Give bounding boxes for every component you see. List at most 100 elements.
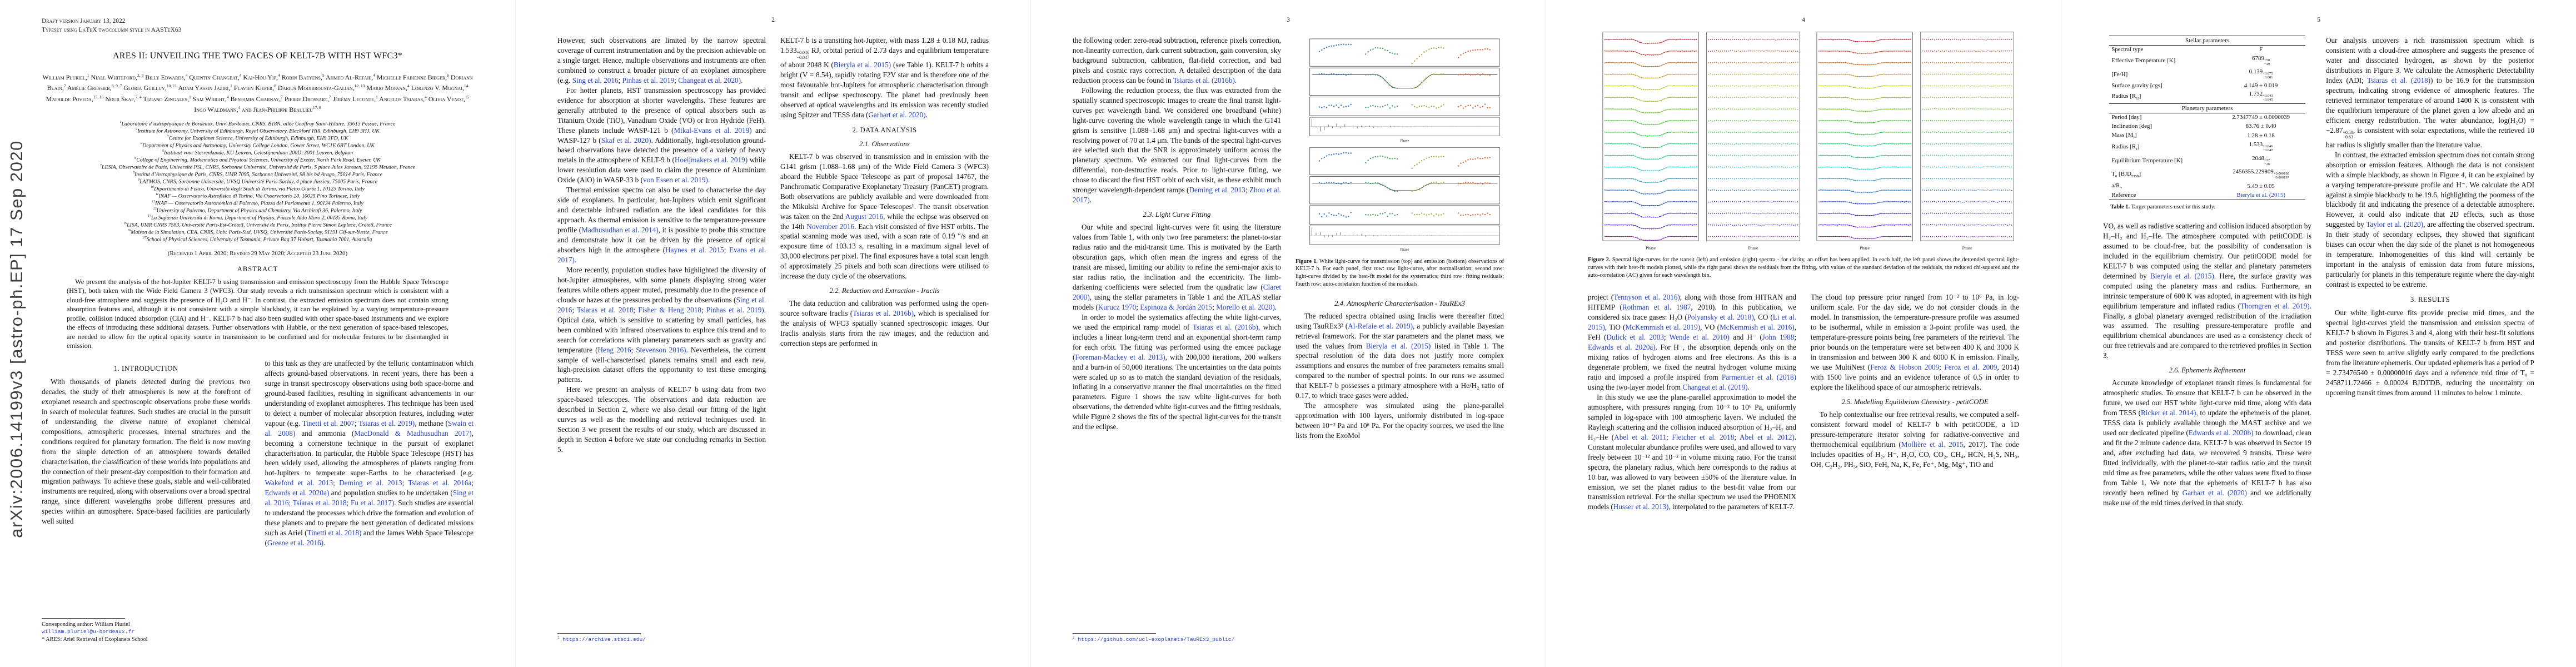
citation[interactable]: Pinhas et al. 2019 bbox=[622, 76, 675, 84]
footnote-url-link[interactable]: 1 https://archive.stsci.edu/ bbox=[557, 635, 646, 643]
paragraph: the following order: zero-read subtracti… bbox=[1073, 36, 1281, 84]
citation[interactable]: Tsiaras et al. (2016b) bbox=[1173, 76, 1235, 84]
citation[interactable]: MacDonald & Madhusudhan 2017) bbox=[354, 429, 472, 437]
citation[interactable]: Garhart et al. 2020) bbox=[868, 110, 926, 119]
citation[interactable]: Heng 2016 bbox=[597, 345, 631, 354]
citation[interactable]: Morello et al. 2020) bbox=[1216, 302, 1275, 311]
citation[interactable]: Edwards et al. 2020a) bbox=[1588, 343, 1656, 352]
citation[interactable]: Feroz & Hobson 2009 bbox=[1870, 363, 1940, 372]
citation[interactable]: August 2016 bbox=[845, 212, 884, 221]
citation[interactable]: Tsiaras et al. 2016a bbox=[408, 479, 472, 487]
page-number: 2 bbox=[771, 17, 775, 23]
body-text: Our analysis uncovers a rich transmissio… bbox=[2326, 36, 2534, 398]
affiliation-line: 17School of Physical Sciences, Universit… bbox=[143, 236, 372, 243]
footnote-url-link[interactable]: 2 https://github.com/ucl-exoplanets/TauR… bbox=[1073, 635, 1235, 643]
abstract-text: We present the analysis of the hot-Jupit… bbox=[67, 277, 449, 350]
citation[interactable]: John 1988 bbox=[1762, 333, 1795, 342]
citation[interactable]: Ricker et al. 2014) bbox=[2141, 409, 2196, 417]
citation[interactable]: Feroz et al. 2009 bbox=[1944, 363, 1997, 372]
corresponding-email-link[interactable]: william.pluriel@u-bordeaux.fr bbox=[42, 629, 134, 635]
citation[interactable]: Polyansky et al. 2018) bbox=[1687, 313, 1754, 322]
citation[interactable]: Edwards et al. 2020b) bbox=[2188, 429, 2254, 437]
citation[interactable]: Changeat et al. (2019) bbox=[1682, 382, 1748, 391]
citation[interactable]: Tinetti et al. 2007 bbox=[302, 419, 355, 427]
page-3-columns: the following order: zero-read subtracti… bbox=[1073, 36, 1504, 644]
body-text: the following order: zero-read subtracti… bbox=[1073, 36, 1281, 432]
citation[interactable]: Deming et al. 2013 bbox=[1189, 186, 1245, 195]
citation[interactable]: Kurucz 1970 bbox=[1098, 302, 1137, 311]
citation[interactable]: Tsiaras et al. 2018 bbox=[292, 499, 347, 507]
citation[interactable]: Sing et al. 2016 bbox=[557, 295, 766, 314]
citation[interactable]: Fletcher et al. 2018 bbox=[1672, 432, 1735, 441]
citation[interactable]: Evans et al. 2017) bbox=[557, 246, 766, 264]
parameter-value: 2.7347749 ± 0.0000039 bbox=[2232, 114, 2290, 121]
citation[interactable]: Greene et al. 2016) bbox=[267, 539, 323, 547]
citation[interactable]: Pinhas et al. 2019) bbox=[706, 305, 764, 314]
parameter-value: 1.732 +0.043 −0.045 bbox=[2249, 91, 2273, 102]
typeset-line: Typeset using LaTeX twocolumn style in A… bbox=[42, 27, 182, 34]
citation[interactable]: Bieryla et al. (2015) bbox=[2236, 192, 2285, 199]
author-list: William Pluriel,1 Niall Whiteford,2, 3 B… bbox=[42, 73, 473, 113]
citation[interactable]: Li et al. 2015) bbox=[1588, 313, 1796, 332]
citation[interactable]: Edwards et al. 2020a) bbox=[265, 489, 330, 497]
paragraph: Our white and spectral light-curves were… bbox=[1073, 223, 1281, 311]
citation[interactable]: Bieryla et al. (2015) bbox=[1366, 341, 1431, 350]
affiliation-line: 5Instituut voor Sterrenkunde, KU Leuven,… bbox=[162, 149, 353, 156]
citation[interactable]: Haynes et al. 2015 bbox=[665, 246, 724, 255]
citation[interactable]: Foreman-Mackey et al. 2013) bbox=[1075, 352, 1165, 361]
subsection-heading: 2.6. Ephemeris Refinement bbox=[2169, 366, 2246, 375]
citation[interactable]: Thorngren et al. 2019) bbox=[2240, 301, 2310, 310]
citation[interactable]: Swain et al. 2008) bbox=[265, 419, 474, 437]
citation[interactable]: Taylor et al. (2020) bbox=[2366, 220, 2424, 229]
citation[interactable]: Mikal-Evans et al. 2019) bbox=[674, 126, 752, 135]
citation[interactable]: November 2016 bbox=[806, 222, 855, 231]
citation[interactable]: Wakeford et al. 2013 bbox=[265, 479, 333, 487]
citation[interactable]: Al-Refaie et al. 2019) bbox=[1348, 321, 1413, 330]
citation[interactable]: Mollière et al. 2015 bbox=[1901, 440, 1964, 449]
citation[interactable]: Tsiaras et al. 2016b) bbox=[853, 309, 914, 318]
citation[interactable]: Fu et al. 2017) bbox=[351, 499, 395, 507]
parameter-name: T0 [BJDTDB] bbox=[2111, 170, 2141, 178]
citation[interactable]: Husser et al. 2013) bbox=[1613, 502, 1669, 511]
citation[interactable]: Tsiaras et al. 2019) bbox=[358, 419, 415, 427]
affiliation-line: 7LESIA, Observatoire de Paris, Universit… bbox=[100, 163, 415, 171]
affiliation-line: 14La Sapienza Università di Roma, Depart… bbox=[147, 214, 368, 221]
citation[interactable]: McKemmish et al. 2016) bbox=[1720, 323, 1795, 332]
citation[interactable]: Parmentier et al. (2018) bbox=[1721, 373, 1796, 382]
subsection-heading: 2.4. Atmospheric Characterisation - TauR… bbox=[1334, 299, 1465, 307]
citation[interactable]: von Essen et al. 2019) bbox=[642, 176, 708, 185]
citation[interactable]: Bieryla et al. (2015) bbox=[2150, 271, 2214, 280]
citation[interactable]: Fisher & Heng 2018 bbox=[638, 305, 702, 314]
citation[interactable]: Deming et al. 2013 bbox=[339, 479, 402, 487]
citation[interactable]: Abel et al. 2012) bbox=[1739, 432, 1795, 441]
citation[interactable]: Hoeijmakers et al. 2019) bbox=[674, 156, 748, 165]
citation[interactable]: Tinetti et al. 2018) bbox=[307, 529, 362, 537]
citation[interactable]: Madhusudhan et al. 2014) bbox=[581, 226, 659, 235]
citation[interactable]: Wende et al. 2010) bbox=[1669, 333, 1730, 342]
citation[interactable]: Stevenson 2016) bbox=[636, 345, 686, 354]
citation[interactable]: Sing et al. 2016 bbox=[572, 76, 619, 84]
citation[interactable]: Skaf et al. 2020) bbox=[601, 136, 651, 145]
citation[interactable]: Tsiaras et al. 2018 bbox=[577, 305, 634, 314]
citation[interactable]: Espinoza & Jordán 2015 bbox=[1140, 302, 1213, 311]
citation[interactable]: Rothman et al. 1987 bbox=[1622, 303, 1691, 312]
paragraph: With thousands of planets detected durin… bbox=[42, 377, 251, 526]
citation[interactable]: Changeat et al. 2020) bbox=[678, 76, 741, 84]
body-text: However, such observations are limited b… bbox=[557, 36, 766, 455]
citation[interactable]: Dulick et al. 2003 bbox=[1606, 333, 1664, 342]
citation[interactable]: Claret 2000) bbox=[1073, 282, 1281, 301]
citation[interactable]: Abel et al. 2011 bbox=[1614, 432, 1667, 441]
citation[interactable]: Garhart et al. (2020) bbox=[2182, 488, 2248, 497]
citation[interactable]: Zhou et al. 2017) bbox=[1073, 186, 1281, 205]
subsection-heading: 2.2. Reduction and Extraction - Iraclis bbox=[829, 287, 940, 295]
affiliation-line: 8Institut d’Astrophysique de Paris, CNRS… bbox=[132, 171, 383, 178]
body-text: KELT-7 b is a transiting hot-Jupiter, wi… bbox=[780, 36, 989, 349]
citation[interactable]: Tennyson et al. 2016) bbox=[1613, 293, 1680, 302]
citation[interactable]: McKemmish et al. 2019) bbox=[1625, 323, 1701, 332]
citation[interactable]: Tsiaras et al. (2016b) bbox=[1192, 322, 1258, 331]
citation[interactable]: Sing et al. 2016 bbox=[265, 489, 474, 507]
table-section-header: Stellar parameters bbox=[2109, 36, 2305, 46]
citation[interactable]: Bieryla et al. 2015) bbox=[833, 61, 891, 69]
citation[interactable]: Tsiaras et al. (2018) bbox=[2367, 76, 2431, 84]
